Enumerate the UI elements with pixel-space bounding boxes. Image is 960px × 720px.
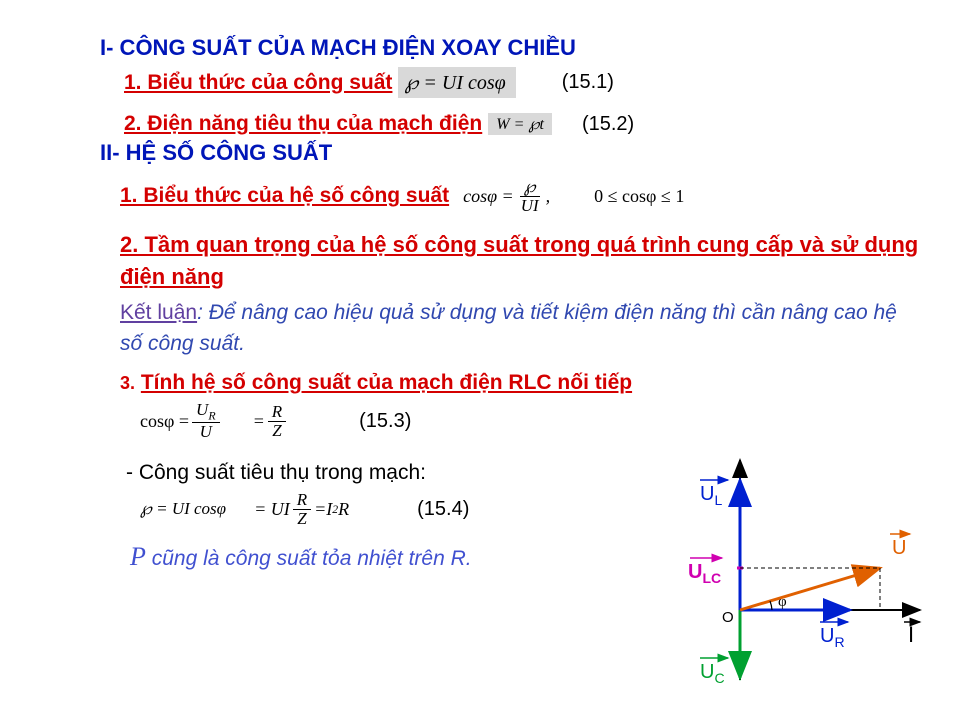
sub-2-3-text: Tính hệ số công suất của mạch điện RLC n… xyxy=(141,371,632,394)
section-i-title: I- CÔNG SUẤT CỦA MẠCH ĐIỆN XOAY CHIỀU xyxy=(100,35,920,61)
eqno-15-4: (15.4) xyxy=(417,498,469,521)
eq154-b: = UI R Z = I2R xyxy=(254,491,349,528)
p-scriptP: P xyxy=(130,542,146,571)
eq154-b-num: R xyxy=(293,491,311,510)
vector-U xyxy=(740,568,880,610)
eq153-a-num: U xyxy=(196,400,208,419)
I-label: I xyxy=(908,622,914,647)
phasor-diagram: φ O I UR UL UC ULC U xyxy=(600,450,930,690)
U-label: U xyxy=(892,537,906,559)
eq154-b-posteq: = xyxy=(314,499,326,520)
sub-1-1: 1. Biểu thức của công suất xyxy=(124,71,392,95)
row-cosphi: 1. Biểu thức của hệ số công suất cosφ = … xyxy=(120,178,920,215)
formula-15-2-box: W = ℘t xyxy=(488,113,552,135)
cosphi-lhs: cosφ = xyxy=(463,186,514,207)
row-15-3: cosφ = UR U = R Z (15.3) xyxy=(140,401,920,441)
origin-label: O xyxy=(722,609,734,626)
p-note-rest: cũng là công suất tỏa nhiệt trên R. xyxy=(146,547,472,570)
formula-cosphi: cosφ = ℘ UI , xyxy=(463,178,550,215)
ULC-label: ULC xyxy=(688,561,721,586)
UC-label: UC xyxy=(700,661,725,686)
eq153-b-eq: = xyxy=(253,411,265,432)
sub-2-1: 1. Biểu thức của hệ số công suất xyxy=(120,184,449,208)
conclusion-line: Kết luận: Để nâng cao hiệu quả sử dụng v… xyxy=(120,298,920,359)
eq153-b-den: Z xyxy=(268,422,285,440)
eq153-a-lhs: cosφ = xyxy=(140,411,189,432)
conclusion-body: Để nâng cao hiệu quả sử dụng và tiết kiệ… xyxy=(120,301,897,354)
cosphi-inequality: 0 ≤ cosφ ≤ 1 xyxy=(594,186,684,207)
row-15-1: 1. Biểu thức của công suất ℘ = UI cosφ (… xyxy=(100,67,920,98)
eq154-b-pre: = UI xyxy=(254,499,290,520)
phi-label: φ xyxy=(778,594,787,610)
cosphi-comma: , xyxy=(546,186,551,207)
sub-2-3-num: 3. xyxy=(120,373,135,393)
sub-2-2: 2. Tầm quan trọng của hệ số công suất tr… xyxy=(120,229,920,293)
eq153-a: cosφ = UR U xyxy=(140,401,223,441)
UR-label: UR xyxy=(820,625,845,650)
conclusion-colon: : xyxy=(197,301,209,324)
row-15-2: 2. Điện năng tiêu thụ của mạch điện W = … xyxy=(124,112,920,136)
eqno-15-3: (15.3) xyxy=(359,410,411,433)
eq154-a: ℘ = UI cosφ xyxy=(140,499,226,519)
conclusion-label: Kết luận xyxy=(120,301,197,324)
sub-2-3: 3. Tính hệ số công suất của mạch điện RL… xyxy=(120,371,920,395)
cosphi-frac: ℘ UI xyxy=(517,178,543,215)
eq153-b: = R Z xyxy=(253,403,290,440)
cosphi-num: ℘ xyxy=(520,178,540,197)
formula-15-1-box: ℘ = UI cosφ xyxy=(398,67,515,98)
eqno-15-1: (15.1) xyxy=(562,71,614,94)
eq154-b-den: Z xyxy=(293,510,310,528)
eq153-b-num: R xyxy=(268,403,286,422)
cosphi-den: UI xyxy=(517,197,543,215)
eq153-a-den: U xyxy=(196,423,216,441)
eq153-a-num-sub: R xyxy=(208,409,215,423)
eqno-15-2: (15.2) xyxy=(582,113,634,136)
sub-1-2: 2. Điện năng tiêu thụ của mạch điện xyxy=(124,112,482,136)
eq154-b-R: R xyxy=(338,499,349,520)
UL-label: UL xyxy=(700,483,722,508)
section-ii-title: II- HỆ SỐ CÔNG SUẤT xyxy=(100,140,920,166)
